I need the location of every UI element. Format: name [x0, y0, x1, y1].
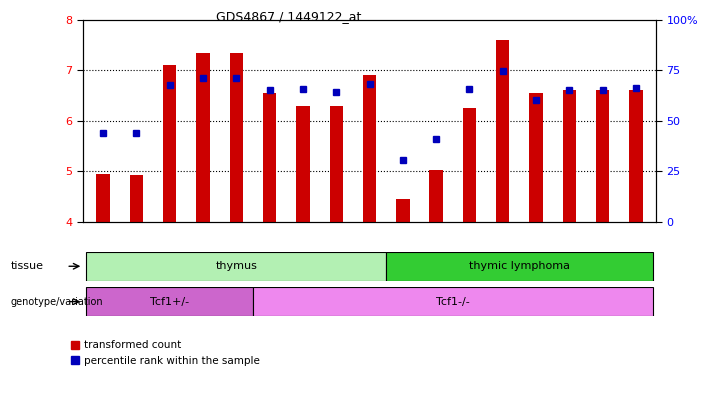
- Bar: [596, 90, 609, 222]
- Bar: [263, 93, 276, 222]
- Bar: [130, 175, 143, 222]
- Bar: [386, 252, 653, 281]
- Text: thymic lymphoma: thymic lymphoma: [469, 261, 570, 271]
- Bar: [363, 75, 376, 222]
- Bar: [296, 106, 309, 222]
- Bar: [96, 174, 110, 222]
- Legend: transformed count, percentile rank within the sample: transformed count, percentile rank withi…: [70, 339, 260, 367]
- Bar: [529, 93, 543, 222]
- Bar: [253, 287, 653, 316]
- Bar: [87, 252, 386, 281]
- Text: genotype/variation: genotype/variation: [11, 297, 103, 307]
- Text: Tcf1-/-: Tcf1-/-: [436, 297, 469, 307]
- Bar: [396, 199, 410, 222]
- Text: GDS4867 / 1449122_at: GDS4867 / 1449122_at: [216, 10, 362, 23]
- Bar: [563, 90, 576, 222]
- Bar: [229, 53, 243, 222]
- Bar: [629, 90, 643, 222]
- Bar: [329, 106, 343, 222]
- Bar: [430, 171, 443, 222]
- Bar: [463, 108, 476, 222]
- Bar: [163, 65, 176, 222]
- Bar: [496, 40, 510, 222]
- Bar: [87, 287, 253, 316]
- Text: thymus: thymus: [216, 261, 257, 271]
- Text: tissue: tissue: [11, 261, 44, 272]
- Text: Tcf1+/-: Tcf1+/-: [150, 297, 189, 307]
- Bar: [196, 53, 210, 222]
